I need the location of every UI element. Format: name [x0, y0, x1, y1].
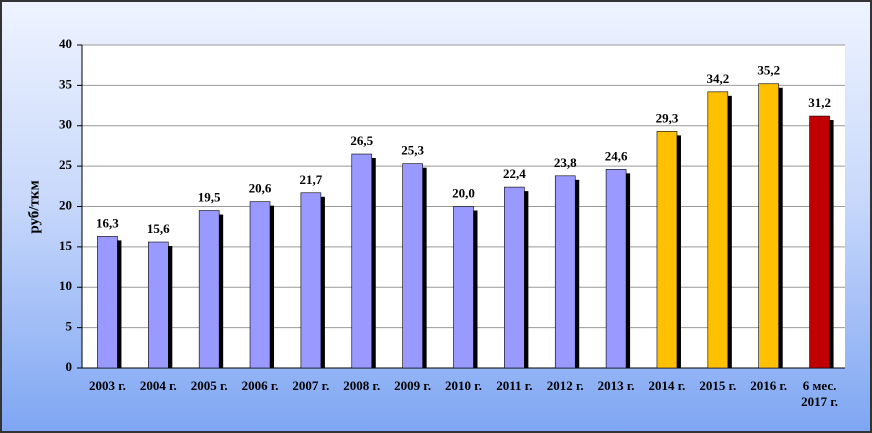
x-tick-label: 2015 г. — [699, 378, 737, 393]
value-label: 19,5 — [198, 190, 221, 205]
bar — [707, 91, 729, 369]
y-axis-label: руб/ткм — [26, 180, 42, 233]
x-tick-label: 2012 г. — [546, 378, 584, 393]
value-label: 21,7 — [300, 172, 323, 187]
x-tick-label: 2013 г. — [597, 378, 635, 393]
value-label: 23,8 — [554, 155, 577, 170]
x-tick-label: 2011 г. — [496, 378, 533, 393]
value-label: 31,2 — [808, 95, 831, 110]
bar — [809, 115, 830, 369]
x-tick-label: 2014 г. — [648, 378, 686, 393]
value-label: 16,3 — [96, 215, 119, 230]
x-tick-label: 2006 г. — [241, 378, 279, 393]
x-tick-label: 2005 г. — [190, 378, 228, 393]
value-label: 24,6 — [605, 148, 628, 163]
value-label: 26,5 — [350, 133, 373, 148]
bar — [351, 153, 373, 369]
bar — [198, 210, 220, 369]
y-tick-label: 10 — [59, 278, 72, 293]
value-label: 35,2 — [757, 63, 780, 78]
y-tick-label: 30 — [59, 117, 72, 132]
bar — [758, 83, 780, 369]
value-label: 25,3 — [401, 143, 424, 158]
y-tick-label: 0 — [66, 359, 73, 374]
bar — [554, 175, 576, 369]
y-tick-label: 35 — [59, 76, 73, 91]
value-label: 29,3 — [656, 110, 679, 125]
y-tick-label: 20 — [59, 197, 72, 212]
y-tick-label: 15 — [59, 238, 73, 253]
y-tick-label: 5 — [66, 319, 73, 334]
x-tick-label: 2008 г. — [343, 378, 381, 393]
bar — [97, 236, 118, 369]
bar — [656, 131, 678, 369]
x-tick-label: 6 мес. 2017 г. — [801, 378, 839, 409]
bar — [300, 192, 322, 369]
bar — [148, 241, 169, 369]
x-tick-label: 2016 г. — [750, 378, 788, 393]
y-tick-label: 25 — [59, 157, 73, 172]
bar — [504, 186, 525, 369]
x-tick-label: 2009 г. — [394, 378, 432, 393]
x-tick-label: 2004 г. — [139, 378, 177, 393]
y-tick-label: 40 — [59, 36, 72, 51]
bar — [249, 201, 271, 369]
bar — [402, 163, 423, 369]
bar — [605, 169, 627, 369]
value-label: 15,6 — [147, 221, 170, 236]
x-tick-label: 2007 г. — [292, 378, 330, 393]
value-label: 20,6 — [249, 181, 272, 196]
value-label: 34,2 — [706, 71, 729, 86]
value-label: 20,0 — [452, 185, 475, 200]
x-tick-label: 2003 г. — [88, 378, 126, 393]
x-tick-label: 2010 г. — [445, 378, 482, 393]
value-label: 22,4 — [503, 166, 526, 181]
bar — [453, 206, 474, 369]
